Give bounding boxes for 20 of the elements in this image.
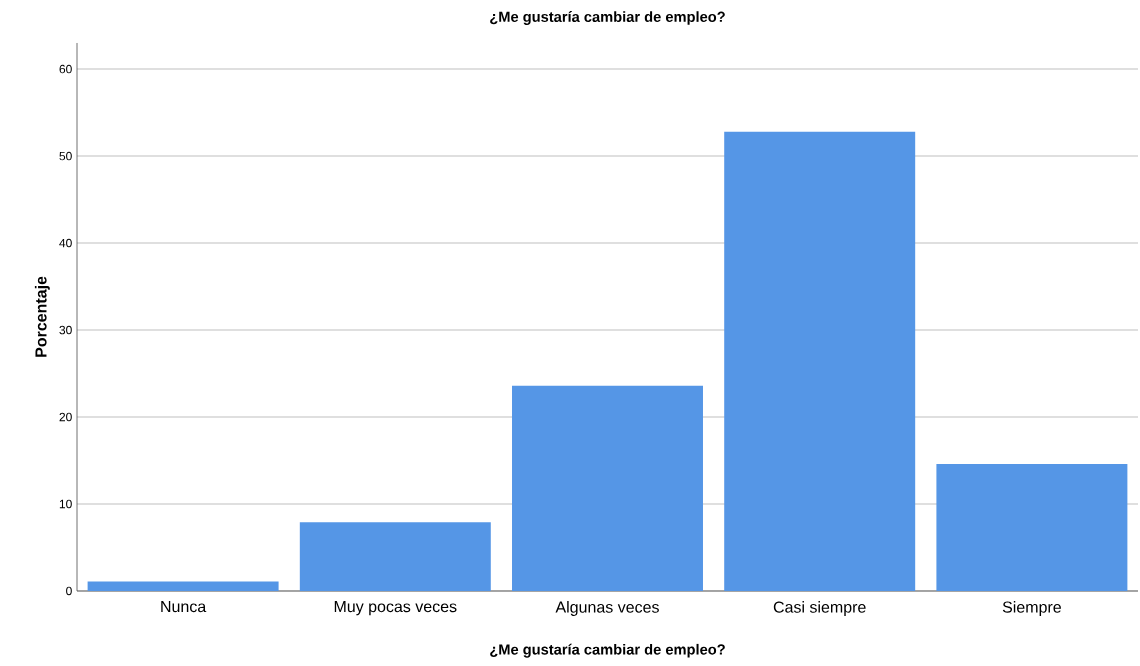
x-tick-label: Siempre xyxy=(1002,601,1061,616)
y-tick-label: 30 xyxy=(59,325,72,335)
x-tick-label: Muy pocas veces xyxy=(334,601,457,616)
y-tick-label: 0 xyxy=(66,586,72,596)
x-axis-title: ¿Me gustaría cambiar de empleo? xyxy=(490,643,725,658)
bar xyxy=(299,522,491,591)
bar xyxy=(724,131,916,591)
bar xyxy=(512,385,703,591)
bar xyxy=(87,581,279,591)
x-tick-label: Algunas veces xyxy=(555,601,659,616)
y-tick-label: 10 xyxy=(59,499,72,509)
y-tick-label: 50 xyxy=(59,151,72,161)
y-tick-label: 20 xyxy=(59,412,72,422)
chart-title: ¿Me gustaría cambiar de empleo? xyxy=(490,11,725,25)
x-tick-label: Casi siempre xyxy=(773,601,866,616)
bar xyxy=(936,463,1128,591)
x-tick-label: Nunca xyxy=(161,601,207,613)
y-tick-label: 60 xyxy=(59,64,72,74)
y-tick-label: 40 xyxy=(59,238,72,248)
y-axis-title: Porcentaje xyxy=(34,276,50,357)
